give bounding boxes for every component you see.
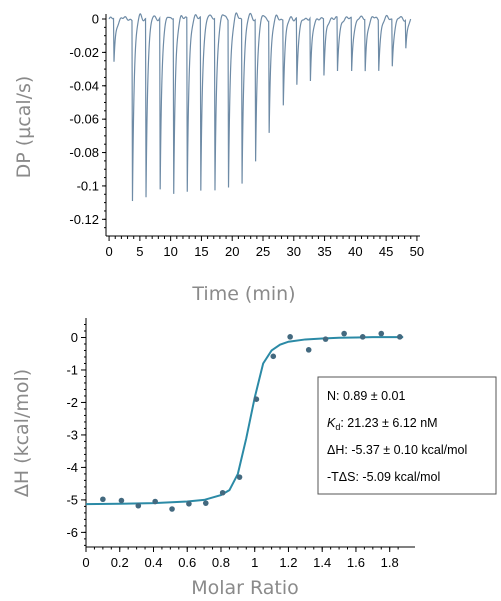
bottom-y-tick-label: -3 xyxy=(66,427,78,442)
top-x-tick-label: 20 xyxy=(225,244,239,259)
top-y-tick-label: -0.06 xyxy=(69,112,99,127)
data-points xyxy=(100,330,403,512)
param-n: N: 0.89 ± 0.01 xyxy=(327,389,405,403)
bottom-y-tick-label: 0 xyxy=(71,330,78,345)
top-x-tick-label: 45 xyxy=(379,244,393,259)
top-y-tick-label: -0.04 xyxy=(69,78,99,93)
bottom-y-tick-label: -2 xyxy=(66,395,78,410)
bottom-y-axis-title: ΔH (kcal/mol) xyxy=(11,369,33,497)
data-point xyxy=(341,330,347,337)
top-y-tick-label: 0 xyxy=(92,12,99,27)
isotherm-panel: 0 -1 -2 -3 -4 -5 -6 0 0.2 0.4 0.6 0.8 1 1.2 1.4 1.6 1.8… xyxy=(11,318,497,599)
top-y-ticks: 0 -0.02 -0.04 -0.06 -0.08 -0.1 -0.12 xyxy=(69,12,106,229)
top-x-tick-label: 35 xyxy=(317,244,331,259)
top-x-tick-label: 50 xyxy=(410,244,424,259)
top-y-tick-label: -0.08 xyxy=(69,145,99,160)
bottom-x-tick-label: 1.4 xyxy=(313,555,331,570)
bottom-x-tick-label: 0 xyxy=(82,555,89,570)
bottom-x-tick-label: 1.6 xyxy=(347,555,365,570)
top-x-tick-label: 10 xyxy=(163,244,177,259)
data-point xyxy=(100,496,106,503)
top-x-axis-title: Time (min) xyxy=(191,283,295,305)
thermogram-panel: 0 -0.02 -0.04 -0.06 -0.08 -0.1 -0.12 0 5 10 15 20 2… xyxy=(13,12,424,305)
data-point xyxy=(322,336,329,342)
data-point xyxy=(202,500,209,506)
top-y-tick-label: -0.02 xyxy=(69,45,99,60)
bottom-x-tick-label: 0.4 xyxy=(144,555,162,570)
top-x-tick-label: 0 xyxy=(105,244,112,259)
data-point xyxy=(135,502,142,509)
bottom-x-axis-title: Molar Ratio xyxy=(191,577,299,599)
top-x-tick-label: 30 xyxy=(287,244,301,259)
data-point xyxy=(378,330,385,337)
bottom-x-tick-label: 1 xyxy=(251,555,258,570)
param-kd: Kd: 21.23 ± 6.12 nM xyxy=(327,416,438,432)
bottom-y-tick-label: -6 xyxy=(66,525,78,540)
bottom-x-tick-label: 0.6 xyxy=(178,555,196,570)
top-y-tick-label: -0.12 xyxy=(69,212,99,227)
bottom-y-ticks: 0 -1 -2 -3 -4 -5 -6 xyxy=(66,323,86,546)
data-point xyxy=(253,396,260,403)
bottom-x-tick-label: 1.8 xyxy=(381,555,399,570)
data-point xyxy=(169,506,175,512)
top-x-tick-label: 15 xyxy=(194,244,208,259)
data-point xyxy=(219,489,226,496)
data-point xyxy=(186,500,192,507)
top-y-tick-label: -0.1 xyxy=(77,178,99,193)
top-x-ticks: 0 5 10 15 20 25 30 35 40 45 50 xyxy=(105,236,424,259)
top-x-tick-label: 40 xyxy=(348,244,362,259)
bottom-x-tick-label: 1.2 xyxy=(279,555,297,570)
bottom-x-tick-label: 0.2 xyxy=(111,555,129,570)
bottom-y-tick-label: -4 xyxy=(66,460,78,475)
top-x-tick-label: 5 xyxy=(136,244,143,259)
bottom-y-tick-label: -1 xyxy=(66,362,78,377)
data-point xyxy=(359,334,366,340)
data-point xyxy=(397,334,403,340)
bottom-y-tick-label: -5 xyxy=(66,492,78,507)
top-y-axis-title: DP (µcal/s) xyxy=(13,76,35,179)
fit-parameters-box: N: 0.89 ± 0.01 Kd: 21.23 ± 6.12 nM ΔH: -… xyxy=(317,376,497,495)
data-point xyxy=(152,498,158,505)
data-point xyxy=(270,353,277,360)
param-tds: -TΔS: -5.09 kcal/mol xyxy=(327,470,440,484)
bottom-x-tick-label: 0.8 xyxy=(212,555,230,570)
data-point xyxy=(236,474,243,480)
top-x-tick-label: 25 xyxy=(256,244,270,259)
data-point xyxy=(118,497,125,504)
data-point xyxy=(305,347,312,353)
thermogram-trace xyxy=(108,12,412,202)
bottom-x-ticks: 0 0.2 0.4 0.6 0.8 1 1.2 1.4 1.6 1.8 xyxy=(82,547,399,570)
data-point xyxy=(287,334,293,340)
param-dh: ΔH: -5.37 ± 0.10 kcal/mol xyxy=(327,443,467,457)
